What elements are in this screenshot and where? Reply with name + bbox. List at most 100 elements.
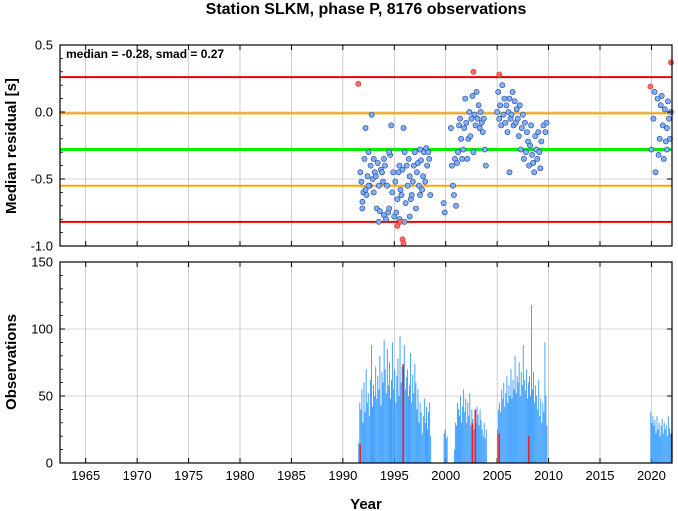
observation-bar — [507, 402, 509, 463]
observation-bar — [418, 422, 420, 463]
observation-bar — [654, 420, 656, 463]
observation-bar-red — [471, 422, 474, 463]
observation-bar — [482, 436, 484, 463]
residual-point — [404, 182, 411, 189]
outlier-point — [647, 83, 654, 90]
residual-point — [537, 165, 544, 172]
observation-bar — [404, 389, 406, 463]
observation-bar — [545, 396, 547, 463]
residual-point — [527, 142, 533, 149]
observation-bar — [483, 422, 485, 463]
residual-point — [417, 192, 423, 198]
residual-point — [466, 109, 473, 115]
observation-bar — [421, 433, 423, 463]
residual-point — [397, 186, 404, 193]
residual-point — [648, 146, 655, 153]
residual-point — [359, 205, 366, 212]
observation-bar — [413, 393, 415, 463]
observation-bar — [406, 369, 408, 463]
residual-point — [402, 200, 409, 207]
observation-bar — [659, 436, 661, 463]
observation-bar — [428, 412, 430, 463]
observation-bar — [481, 429, 483, 463]
observation-bar — [367, 393, 369, 463]
residual-point — [461, 125, 468, 131]
residual-point — [419, 186, 425, 193]
outlier-point — [394, 222, 401, 229]
residual-plot-area — [60, 45, 672, 246]
observation-bar — [515, 393, 517, 463]
residual-point — [414, 169, 420, 176]
residual-point — [420, 173, 426, 180]
residual-point — [650, 115, 657, 122]
observation-bar — [414, 363, 416, 463]
observation-bar — [361, 389, 363, 463]
observation-bar — [484, 438, 486, 463]
residual-point — [658, 93, 665, 99]
observations-y-tick-label: 0 — [46, 456, 53, 471]
observation-bar — [538, 379, 540, 463]
observation-bar — [377, 375, 379, 463]
residual-point — [410, 162, 417, 169]
observation-bar — [397, 358, 399, 463]
observation-bar — [384, 369, 386, 463]
observation-bar — [651, 422, 653, 463]
residual-point — [503, 102, 510, 109]
residual-point — [447, 125, 454, 131]
observation-bar — [468, 416, 470, 463]
observation-bar — [470, 425, 472, 463]
observation-bar — [409, 385, 410, 463]
observation-bar — [430, 436, 432, 463]
observation-bar — [456, 425, 457, 463]
observation-bar — [540, 398, 542, 463]
observation-bar — [656, 416, 658, 463]
x-tick-label: 2020 — [637, 468, 666, 483]
observation-bar — [664, 429, 666, 463]
observations-y-ticks: 150 100 50 0 — [31, 255, 672, 471]
residual-point — [411, 149, 418, 156]
observation-bar — [513, 389, 515, 463]
residual-point — [381, 155, 387, 162]
observation-bar — [392, 342, 394, 463]
residual-point — [422, 178, 429, 185]
outlier-point — [400, 240, 407, 247]
residual-point — [534, 155, 541, 162]
residual-point — [358, 178, 365, 185]
observation-bar — [541, 422, 543, 463]
residual-point — [508, 111, 515, 118]
observation-bar — [653, 425, 655, 463]
observation-bar — [464, 412, 466, 463]
residual-point — [392, 178, 399, 185]
residual-point — [427, 192, 434, 198]
observation-bar — [504, 406, 506, 463]
observation-bar — [517, 382, 519, 463]
observation-bar — [381, 371, 383, 463]
observation-bar — [424, 422, 426, 463]
residual-point — [663, 146, 670, 153]
residual-point — [482, 162, 489, 169]
residual-point — [456, 122, 462, 129]
observation-bar — [473, 429, 475, 463]
observation-bar — [391, 379, 393, 463]
residual-point — [536, 149, 543, 156]
observation-bar — [382, 382, 384, 463]
residual-point — [471, 111, 478, 118]
residual-point — [518, 125, 525, 131]
residual-point — [515, 133, 522, 140]
observation-bar — [368, 416, 370, 463]
residual-point — [477, 109, 484, 115]
residual-point — [530, 160, 537, 166]
residual-point — [394, 196, 401, 202]
observation-bar-red — [402, 363, 405, 463]
observation-bar — [518, 362, 520, 463]
observation-bar — [485, 429, 487, 463]
residual-point — [400, 125, 407, 131]
residual-point — [359, 198, 366, 205]
observation-bar — [479, 409, 481, 463]
observation-bar — [360, 409, 362, 463]
residual-y-tick-label: 0.0 — [35, 105, 53, 120]
observations-frame — [59, 261, 673, 464]
residual-point — [399, 166, 406, 173]
residual-point — [451, 192, 457, 198]
observation-bar — [463, 389, 465, 463]
